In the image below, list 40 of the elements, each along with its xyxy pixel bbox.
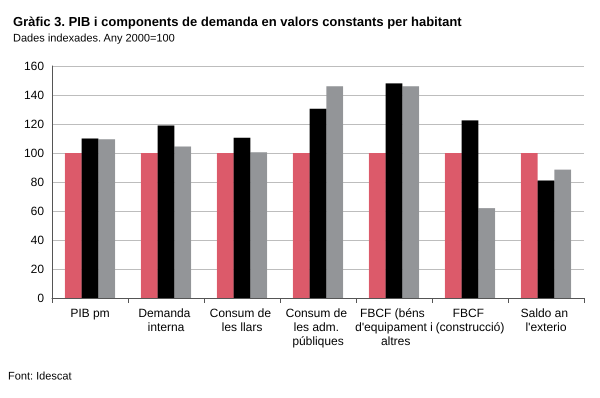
- chart-title: Gràfic 3. PIB i components de demanda en valors constants per habitant: [13, 14, 462, 29]
- x-tick-label: FBCF (construcció): [436, 306, 504, 334]
- bar: [326, 86, 344, 298]
- y-tick-label: 0: [37, 291, 44, 305]
- y-tick-label: 80: [30, 175, 44, 189]
- bar: [140, 153, 158, 298]
- y-tick-label: 160: [24, 59, 44, 73]
- x-tick-label: PIB pm: [70, 306, 110, 320]
- bar: [216, 153, 234, 298]
- bar: [82, 138, 98, 298]
- x-tick-label: Demanda interna: [138, 306, 194, 334]
- x-tick-label: Consum de les adm. públiques: [286, 306, 350, 348]
- bar: [462, 120, 478, 298]
- bar: [292, 153, 310, 298]
- y-tick-label: 20: [30, 262, 44, 276]
- bar: [64, 153, 82, 298]
- x-tick-label: Saldo an l'exterio: [520, 306, 572, 334]
- y-tick-label: 100: [24, 146, 44, 160]
- bar: [368, 153, 386, 298]
- y-tick-label: 60: [30, 204, 44, 218]
- bar: [478, 208, 496, 298]
- bar: [538, 180, 554, 298]
- y-tick-label: 120: [24, 117, 44, 131]
- bar: [250, 152, 268, 298]
- bar: [444, 153, 462, 298]
- bar: [234, 138, 250, 298]
- bar: [174, 146, 192, 298]
- text: Font: Idescat: [8, 370, 72, 382]
- chart-subtitle: Dades indexades. Any 2000=100: [13, 32, 175, 44]
- x-tick-label: FBCF (béns d'equipament i altres: [355, 306, 433, 348]
- bar: [520, 153, 538, 298]
- bar: [98, 139, 116, 298]
- bar: [386, 83, 402, 298]
- bar: [158, 125, 174, 298]
- bar: [310, 108, 326, 298]
- y-tick-label: 40: [30, 233, 44, 247]
- y-tick-label: 140: [24, 88, 44, 102]
- bar: [402, 86, 420, 298]
- x-tick-label: Consum de les llars: [210, 306, 274, 334]
- bar: [554, 170, 572, 298]
